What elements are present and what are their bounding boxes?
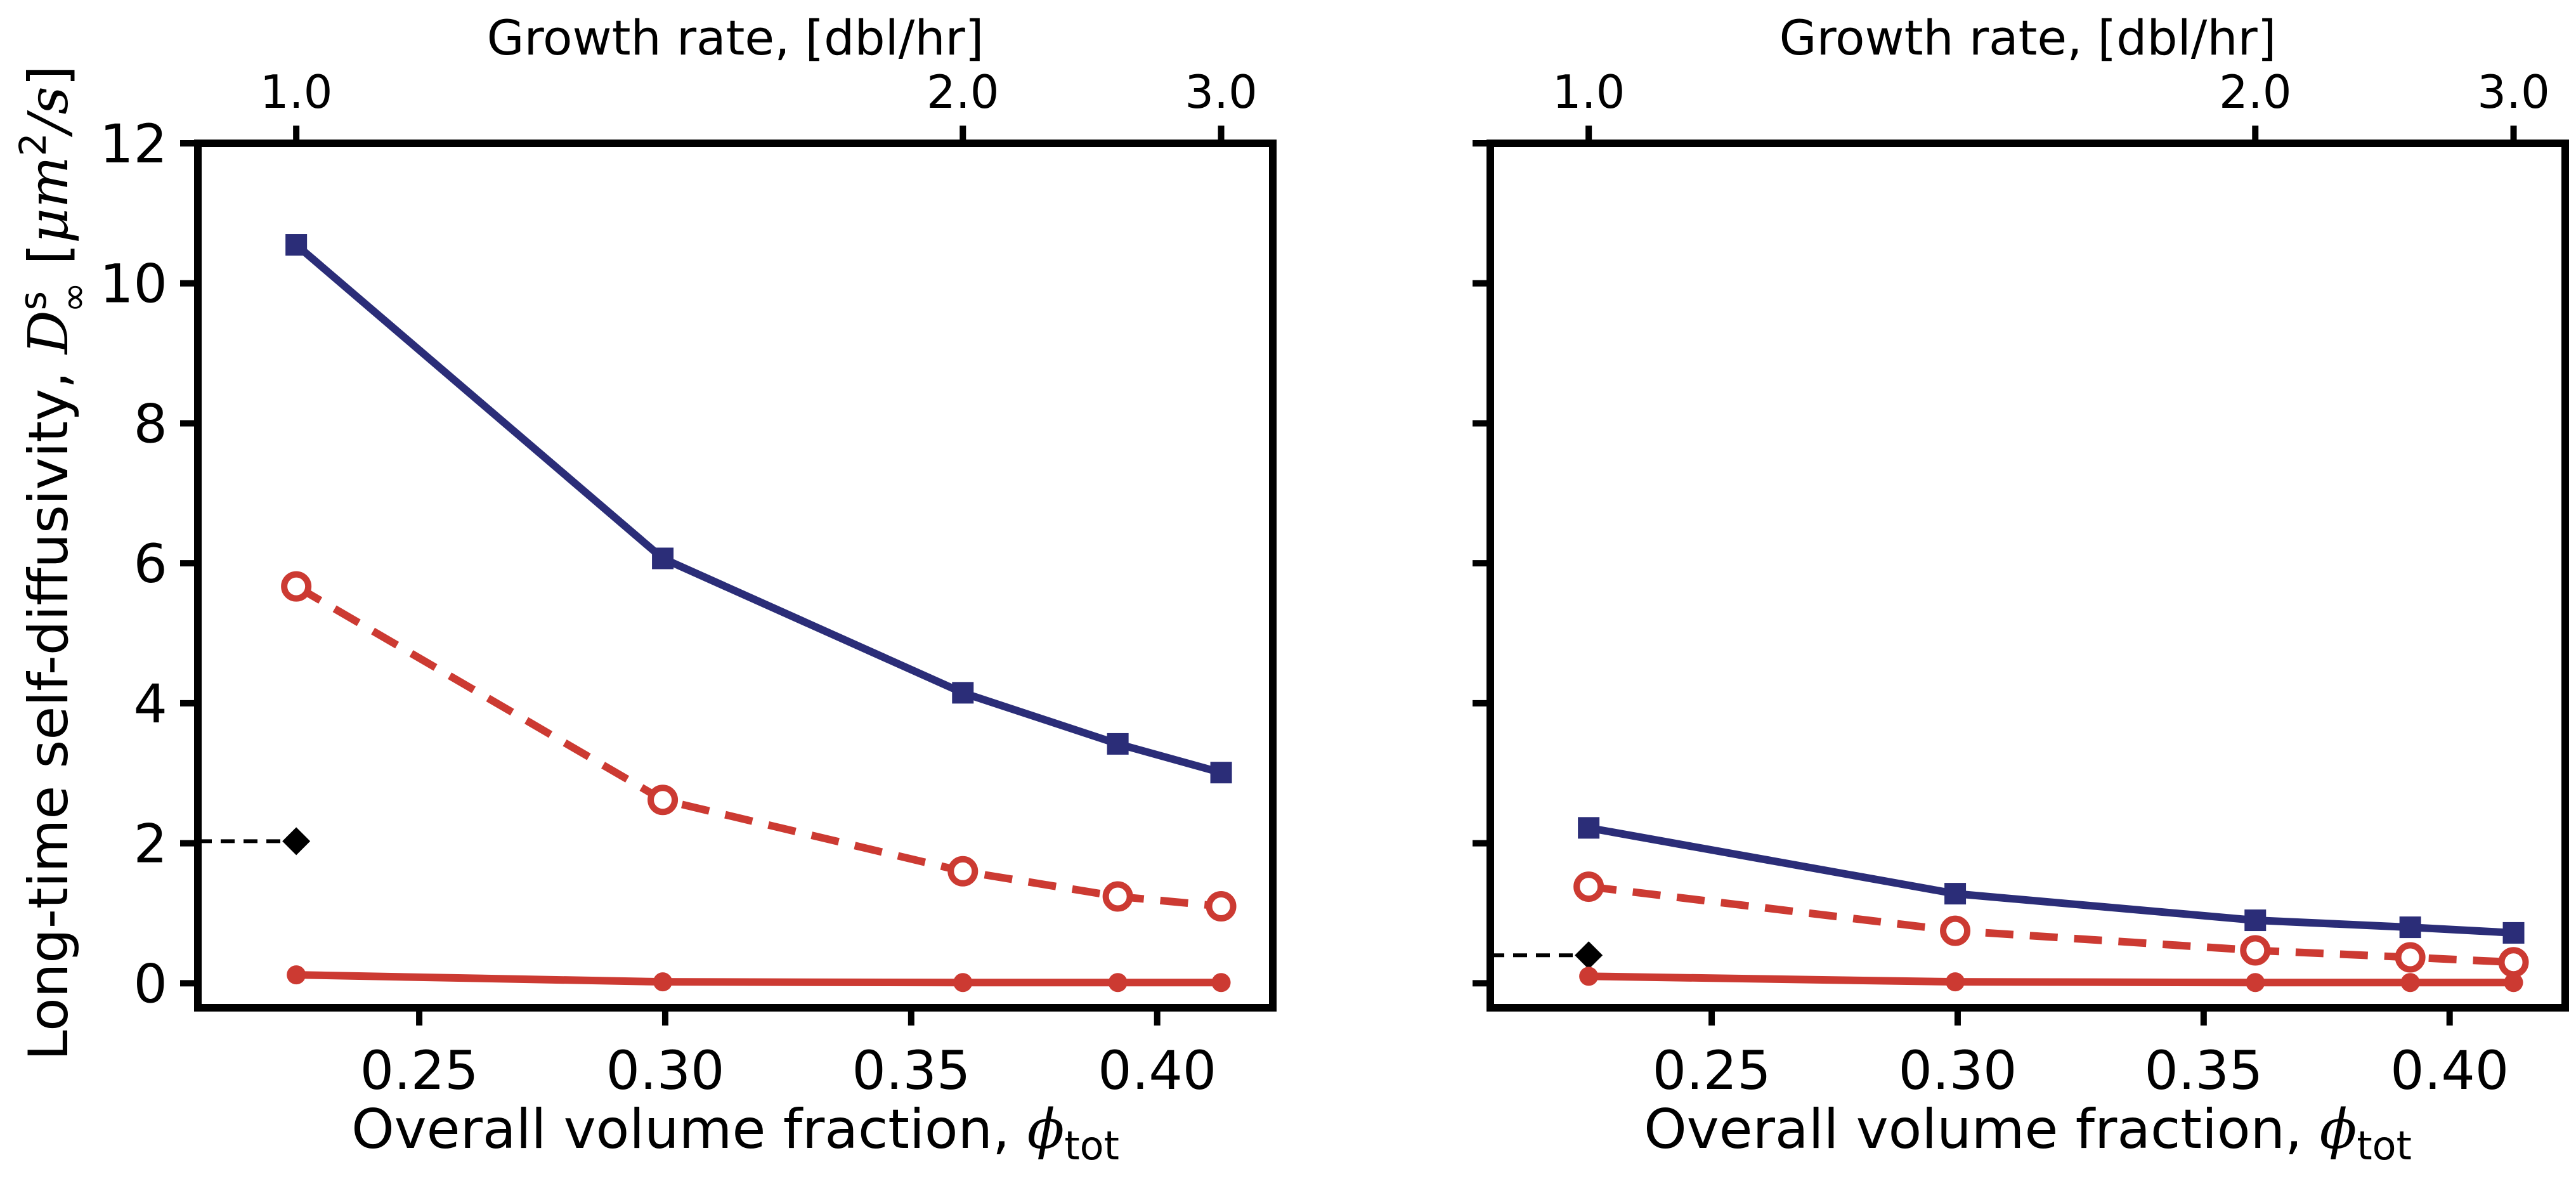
left-series-3-line [296,971,1221,987]
left-series-3-point [953,973,973,993]
left-y-tick-label: 2 [134,813,167,875]
left-plot-area [198,234,1237,993]
right-top-ticks: 1.0 2.0 3.0 [1552,65,2550,143]
left-top-tick-label: 2.0 [927,65,999,119]
left-reference-diamond-marker [282,827,311,856]
left-y-tick-label: 0 [134,953,167,1015]
left-series-1-point [652,547,674,570]
right-series-1-line [1588,824,2514,937]
right-panel: 0.25 0.30 0.35 0.40 1.0 2.0 3.0 Overall volum… [1473,10,2569,1169]
left-series-3-point [653,972,673,992]
left-series-3-point [287,965,306,985]
left-y-tick-label: 4 [134,673,167,735]
right-series-3-point [2400,973,2420,993]
left-x-tick-label: 0.40 [1098,1039,1216,1102]
right-top-tick-label: 1.0 [1552,65,1625,119]
left-series-1-point [285,234,308,256]
left-x-tick-label: 0.35 [852,1039,970,1102]
left-series-1-point [1107,733,1129,755]
left-y-ticks: 0 2 4 6 8 10 12 [100,113,198,1015]
right-series-1-point [1944,883,1967,905]
right-series-1-point [2244,909,2267,932]
right-series-1-point [2502,922,2525,944]
left-x-axis-title: Overall volume fraction, ϕtot [351,1098,1119,1169]
left-series-2-point [281,571,312,602]
right-series-2-point [1573,871,1604,902]
left-series-1-point [1210,762,1232,784]
right-series-3-point [1579,967,1599,986]
left-series-3-point [1108,973,1128,993]
right-x-tick-label: 0.40 [2390,1039,2509,1102]
right-x-axis-title: Overall volume fraction, ϕtot [1644,1098,2412,1169]
left-series-2-point [647,785,679,816]
left-series-2-line [294,583,1222,910]
left-series-2-point [947,856,979,887]
left-bottom-ticks: 0.25 0.30 0.35 0.40 [360,1008,1216,1102]
y-axis-title: Long-time self-diffusivity, Ds∞ [μm2/s] [11,65,95,1060]
left-top-ticks: 1.0 2.0 3.0 [260,65,1258,143]
left-y-tick-label: 10 [100,253,167,315]
right-bottom-ticks: 0.25 0.30 0.35 0.40 [1653,1008,2509,1102]
left-panel: 0.25 0.30 0.35 0.40 1.0 2.0 3.0 0 2 4 6 8 10 12 Ove… [11,10,1277,1169]
right-top-tick-label: 3.0 [2477,65,2550,119]
left-series-2-point [1206,890,1237,922]
right-axes-frame [1486,140,2569,1012]
left-top-axis-title: Growth rate, [dbl/hr] [487,10,984,66]
left-x-tick-label: 0.30 [606,1039,724,1102]
left-series-1-point [952,682,974,704]
right-x-tick-label: 0.30 [1898,1039,2017,1102]
left-y-tick-label: 6 [134,533,167,595]
left-y-tick-label: 12 [100,113,167,175]
right-series-3-point [2504,973,2523,993]
left-series-3-point [1211,973,1231,993]
right-series-1-point [1578,817,1600,839]
right-series-1-point [2399,916,2421,939]
right-x-tick-label: 0.25 [1653,1039,1771,1102]
right-series-2-point [1940,915,1971,946]
right-x-tick-label: 0.35 [2144,1039,2263,1102]
right-series-3-point [1946,972,1965,992]
left-series-1-line [294,242,1223,776]
right-plot-area [1490,817,2529,993]
left-x-tick-label: 0.25 [360,1039,479,1102]
left-series-2-point [1102,881,1133,912]
right-series-2-point [2240,935,2271,966]
right-series-3-line [1589,972,2514,987]
left-y-tick-label: 8 [134,393,167,455]
left-top-tick-label: 3.0 [1185,65,1258,119]
right-series-3-point [2246,973,2265,993]
right-top-axis-title: Growth rate, [dbl/hr] [1779,10,2277,66]
left-axes-frame [194,140,1277,1012]
right-reference-diamond-marker [1575,941,1603,970]
right-series-2-point [2498,947,2529,978]
right-top-tick-label: 2.0 [2219,65,2292,119]
left-top-tick-label: 1.0 [260,65,333,119]
right-series-2-point [2395,942,2426,973]
